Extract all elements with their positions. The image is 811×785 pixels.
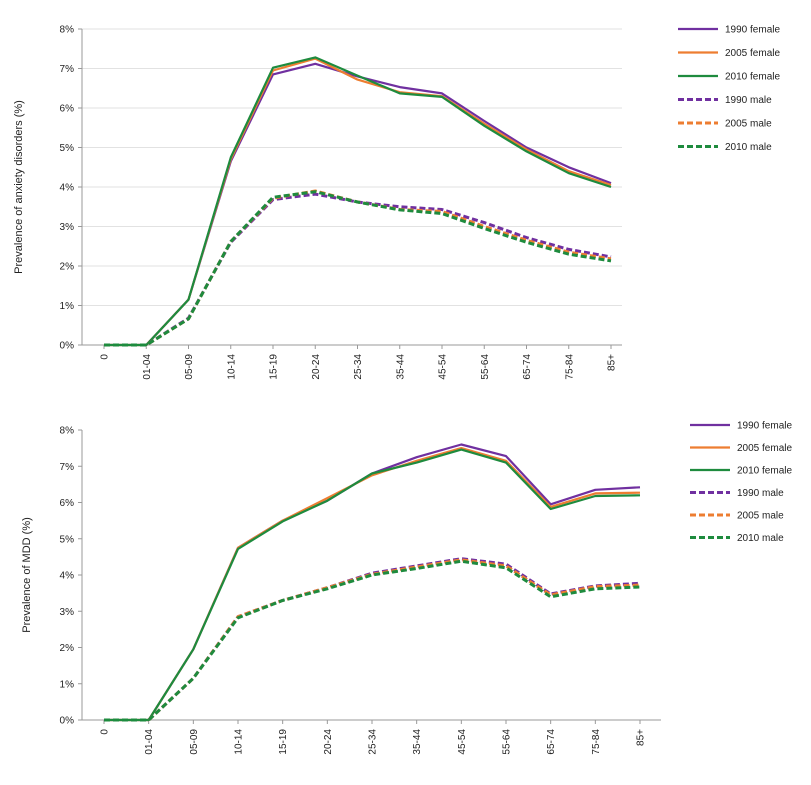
- x-tick-label: 01-04: [142, 354, 153, 380]
- y-tick-label: 8%: [60, 426, 75, 437]
- x-tick-label: 0: [100, 354, 111, 360]
- y-tick-label: 0%: [60, 341, 75, 352]
- series-line-2005-male: [104, 558, 641, 722]
- legend-label: 1990 male: [725, 95, 772, 106]
- x-tick-label: 01-04: [144, 729, 155, 755]
- legend-label: 2005 female: [725, 48, 780, 59]
- chart-panel-2: 0% 1% 2% 3% 4% 5% 6% 7% 8% 0 01-04 05-09 10-14 15-19 2…: [21, 421, 792, 755]
- legend-label: 2005 male: [725, 119, 772, 130]
- x-tick-label: 10-14: [226, 354, 237, 380]
- legend-label: 1990 female: [725, 25, 780, 36]
- y-tick-label: 7%: [60, 462, 75, 473]
- x-tick-label: 55-64: [480, 354, 491, 380]
- x-tick-label: 20-24: [311, 354, 322, 380]
- legend-label: 2010 male: [725, 142, 772, 153]
- y-tick-label: 0%: [60, 716, 75, 727]
- y-tick-label: 5%: [60, 534, 75, 545]
- x-tick-label: 65-74: [522, 354, 533, 380]
- chart-panel-1: 0% 1% 2% 3% 4% 5% 6% 7% 8% 0 01-04 05-09 10-14 15-19 2…: [13, 25, 780, 380]
- y-tick-label: 3%: [60, 607, 75, 618]
- x-tick-label: 15-19: [269, 354, 280, 380]
- x-tick-label: 20-24: [323, 729, 334, 755]
- series-line-2005-female: [104, 447, 641, 722]
- x-tick-label: 35-44: [395, 354, 406, 380]
- series-line-2010-male: [104, 559, 641, 722]
- y-tick-label: 4%: [60, 183, 75, 194]
- x-tick-label: 85+: [607, 354, 618, 371]
- x-tick-label: 25-34: [368, 729, 379, 755]
- y-tick-label: 4%: [60, 571, 75, 582]
- x-tick-label: 55-64: [502, 729, 513, 755]
- x-tick-label: 35-44: [412, 729, 423, 755]
- y-tick-label: 2%: [60, 643, 75, 654]
- series-line-1990-female: [104, 62, 612, 347]
- legend-label: 2010 female: [737, 466, 792, 477]
- y-tick-label: 8%: [60, 25, 75, 36]
- x-tick-label: 25-34: [353, 354, 364, 380]
- y-tick-label: 2%: [60, 262, 75, 273]
- y-tick-label: 7%: [60, 64, 75, 75]
- x-tick-label: 15-19: [278, 729, 289, 755]
- legend-label: 2005 male: [737, 511, 784, 522]
- series-line-2010-male: [104, 190, 612, 347]
- x-tick-label: 85+: [636, 729, 647, 746]
- x-tick-label: 65-74: [546, 729, 557, 755]
- series-line-2010-female: [104, 448, 641, 722]
- x-tick-label: 75-84: [591, 729, 602, 755]
- y-tick-label: 3%: [60, 222, 75, 233]
- legend-label: 2010 male: [737, 533, 784, 544]
- y-tick-label: 1%: [60, 679, 75, 690]
- x-tick-label: 45-54: [457, 729, 468, 755]
- y-axis-title: Prevalence of MDD (%): [21, 517, 33, 633]
- y-axis-title: Prevalence of anxiety disorders (%): [13, 100, 25, 274]
- series-line-2010-female: [104, 56, 612, 347]
- x-tick-label: 05-09: [189, 729, 200, 755]
- legend-label: 1990 female: [737, 421, 792, 432]
- x-tick-label: 45-54: [438, 354, 449, 380]
- y-tick-label: 6%: [60, 498, 75, 509]
- series-line-1990-male: [104, 557, 641, 722]
- x-tick-label: 75-84: [564, 354, 575, 380]
- y-tick-label: 6%: [60, 104, 75, 115]
- y-tick-label: 5%: [60, 143, 75, 154]
- series-line-1990-female: [104, 443, 641, 722]
- x-tick-label: 10-14: [234, 729, 245, 755]
- legend-label: 2005 female: [737, 443, 792, 454]
- legend-label: 1990 male: [737, 488, 784, 499]
- legend-label: 2010 female: [725, 72, 780, 83]
- y-tick-label: 1%: [60, 301, 75, 312]
- x-tick-label: 0: [100, 729, 111, 735]
- x-tick-label: 05-09: [184, 354, 195, 380]
